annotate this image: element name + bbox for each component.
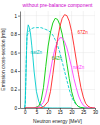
y-tick-label: 0.2 [11, 87, 18, 92]
y-tick-label: 0.8 [11, 32, 18, 37]
y-tick-label: 0.6 [11, 51, 18, 56]
annotation: natZn [31, 50, 43, 55]
x-tick: 30 [93, 108, 99, 115]
lines [25, 15, 95, 108]
x-tick-label: 20 [70, 110, 76, 115]
y-tick-label: 0.4 [11, 69, 18, 74]
y-tick-mark [18, 53, 20, 54]
x-tick-label: 30 [93, 110, 99, 115]
y-tick-mark [18, 108, 20, 109]
title: without pre-balance component [23, 2, 93, 8]
y-tick-mark [18, 71, 20, 72]
x-grid-line [95, 11, 96, 108]
y-tick-label: 0 [14, 106, 17, 111]
series-line [25, 28, 95, 108]
y-tick: 1 [14, 14, 20, 19]
plot-area: 0 5 10 15 20 25 30 0 0.2 0.4 0.6 0.8 1 67Zn natZn 64Zn n… [11, 11, 99, 115]
y-axis: 0 0.2 0.4 0.6 0.8 1 [11, 12, 21, 111]
x-tick: 25 [81, 108, 87, 115]
grid [20, 11, 95, 108]
y-tick: 0.8 [11, 32, 20, 37]
y-tick: 0.2 [11, 87, 20, 92]
y-grid-line [20, 15, 95, 16]
annotation: natZn [73, 65, 85, 70]
y-axis-line [20, 12, 21, 109]
x-tick: 5 [36, 108, 39, 115]
y-tick-mark [18, 34, 20, 35]
x-tick-label: 5 [36, 110, 39, 115]
y-tick: 0.4 [11, 69, 20, 74]
x-axis-line [21, 108, 96, 109]
x-grid-line [48, 11, 49, 108]
y-grid-line [20, 89, 95, 90]
y-tick-mark [18, 90, 20, 91]
y-grid-line [20, 71, 95, 72]
x-axis-title: Neutron energy [MeV] [33, 118, 83, 124]
x-tick-label: 10 [46, 110, 52, 115]
y-tick: 0.6 [11, 51, 20, 56]
x-tick-label: 0 [24, 110, 27, 115]
x-tick-label: 25 [81, 110, 87, 115]
annotations: 67Zn natZn 64Zn natZn [31, 30, 89, 70]
annotation: 64Zn [52, 56, 63, 61]
x-tick: 0 [24, 108, 27, 115]
x-axis: 0 5 10 15 20 25 30 [21, 108, 99, 115]
x-tick: 15 [58, 108, 64, 115]
y-axis-title: Emission cross-section [mb] [0, 28, 6, 91]
x-tick: 20 [70, 108, 76, 115]
series-line [25, 15, 95, 108]
chart: 0 5 10 15 20 25 30 0 0.2 0.4 0.6 0.8 1 67Zn natZn 64Zn n… [0, 0, 100, 125]
series-line [25, 38, 95, 108]
y-tick-mark [18, 16, 20, 17]
y-tick-label: 1 [14, 14, 17, 19]
series-line [25, 25, 72, 108]
x-grid-line [83, 11, 84, 108]
y-tick: 0 [14, 106, 20, 111]
x-tick-label: 15 [58, 110, 64, 115]
x-tick: 10 [46, 108, 52, 115]
annotation: 67Zn [77, 30, 88, 35]
